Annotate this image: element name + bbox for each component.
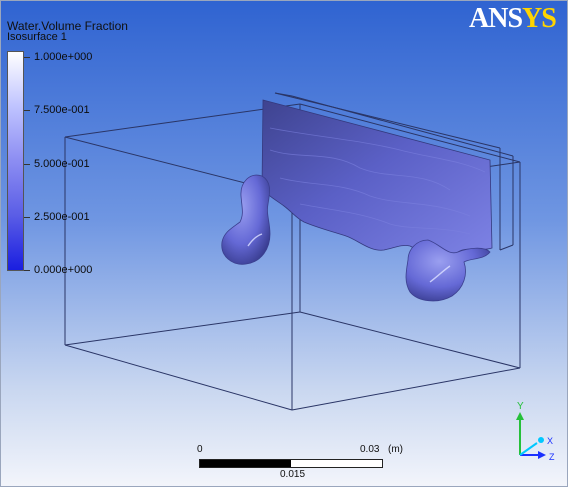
x-axis-line [519, 442, 538, 456]
scale-unit-label: (m) [388, 444, 403, 455]
scale-end-label: 0.03 [360, 444, 380, 455]
box-edge [291, 367, 521, 411]
scale-ruler-filled-segment [200, 460, 291, 467]
tank-edge [291, 95, 514, 157]
legend-tick-label: 1.000e+000 [34, 51, 93, 63]
legend-tick [24, 164, 30, 165]
scale-ruler [199, 459, 383, 468]
box-edge [64, 103, 301, 138]
box-edge [299, 103, 521, 163]
x-axis-arrow [538, 437, 544, 443]
ansys-logo: ANSYS [469, 3, 557, 34]
legend-location-subtitle: Isosurface 1 [7, 31, 67, 43]
tank-edge [274, 92, 501, 149]
x-axis-label: X [547, 436, 554, 446]
tank-edge [499, 244, 514, 251]
box-edge [64, 344, 293, 411]
z-axis-arrow [538, 451, 546, 459]
y-axis-arrow [516, 412, 524, 420]
isosurface-texture [269, 127, 486, 235]
legend-tick-label: 0.000e+000 [34, 264, 93, 276]
box-edge [64, 311, 301, 346]
scale-mid-label: 0.015 [280, 469, 306, 480]
axis-triad [516, 412, 546, 459]
legend-tick-label: 5.000e-001 [34, 158, 90, 170]
legend-tick-label: 2.500e-001 [34, 211, 90, 223]
y-axis-label: Y [517, 401, 524, 412]
logo-text-prefix: ANS [469, 3, 523, 34]
legend-tick [24, 217, 30, 218]
tank-edge [274, 92, 293, 97]
legend-tick-label: 7.500e-001 [34, 104, 90, 116]
legend-tick [24, 270, 30, 271]
legend-variable-title: Water.Volume Fraction [7, 19, 128, 33]
legend-tick [24, 110, 30, 111]
box-edge [299, 311, 521, 369]
legend-colorbar[interactable] [7, 51, 24, 271]
logo-text-suffix: YS [522, 3, 557, 34]
scale-start-label: 0 [197, 444, 203, 455]
water-drip-right [405, 239, 491, 302]
specular-highlights [247, 233, 451, 283]
legend-tick [24, 57, 30, 58]
water-drip-left [221, 174, 271, 265]
z-axis-label: Z [549, 452, 555, 462]
